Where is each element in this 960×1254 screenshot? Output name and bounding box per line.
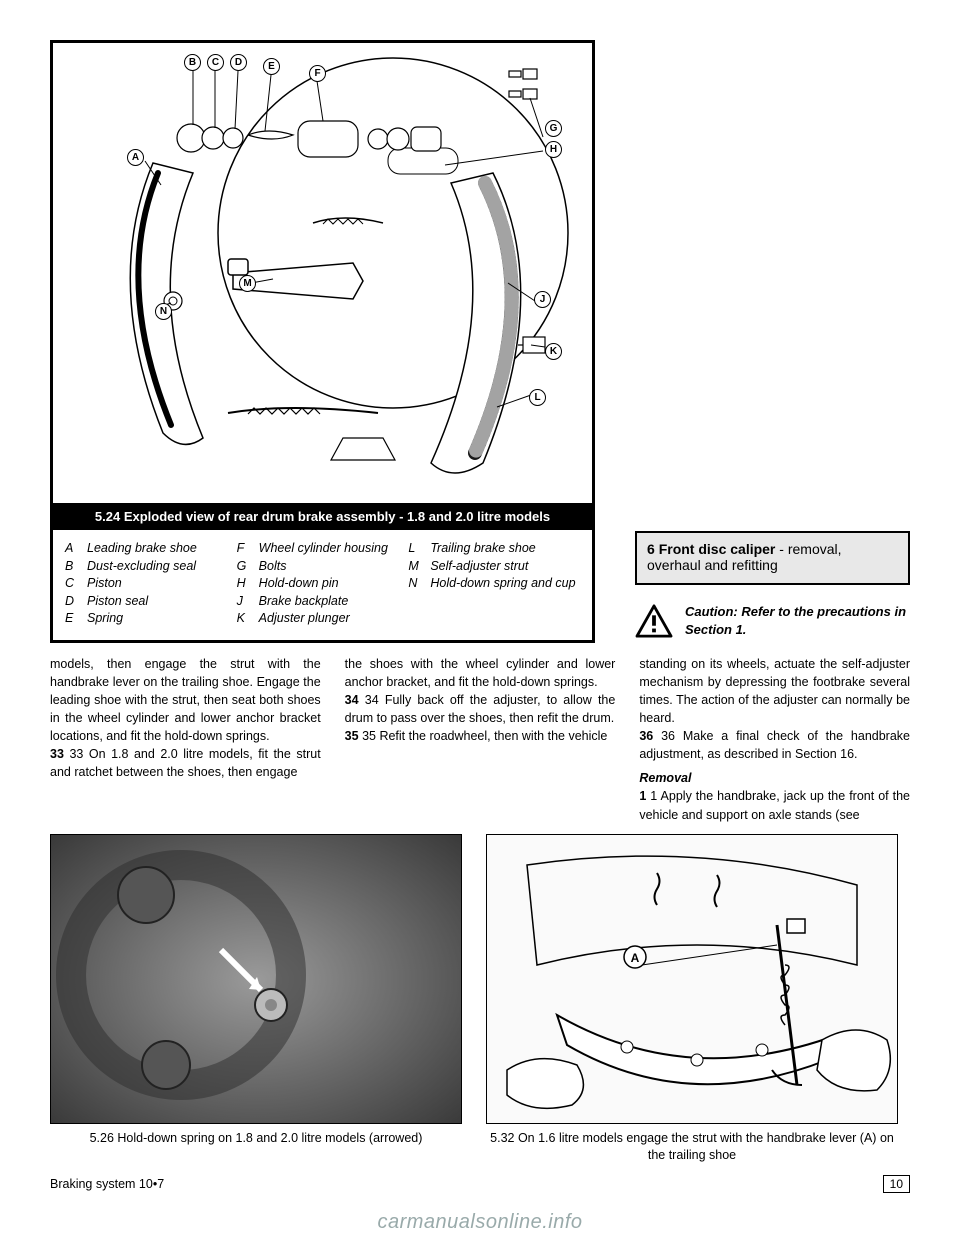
- legend-row: BDust-excluding seal: [65, 558, 237, 576]
- legend-row: DPiston seal: [65, 593, 237, 611]
- page-ref-box: 10: [883, 1175, 910, 1193]
- legend-row: FWheel cylinder housing: [237, 540, 409, 558]
- legend-letter: F: [237, 540, 259, 558]
- legend-row: KAdjuster plunger: [237, 610, 409, 628]
- legend-row: MSelf-adjuster strut: [408, 558, 580, 576]
- exploded-diagram: A BCDE F GH J K L M N: [53, 43, 592, 503]
- legend-letter: H: [237, 575, 259, 593]
- diagram-label-h: H: [545, 141, 562, 158]
- body-text-span: 35 Refit the roadwheel, then with the ve…: [362, 729, 607, 743]
- diagram-label-m: M: [239, 275, 256, 292]
- diagram-label-j: J: [534, 291, 551, 308]
- legend-row: LTrailing brake shoe: [408, 540, 580, 558]
- figure-caption: 5.24 Exploded view of rear drum brake as…: [53, 503, 592, 530]
- page: ABCDEFGHJKLMN 5.24 Exploded view of rear…: [0, 0, 960, 1254]
- warning-triangle-icon: [635, 604, 673, 638]
- body-text-span: 34 Fully back off the adjuster, to allow…: [345, 693, 616, 725]
- body-text: models, then engage the strut with the h…: [50, 655, 321, 746]
- body-text: 36 36 Make a final check of the handbrak…: [639, 727, 910, 763]
- legend-letter: C: [65, 575, 87, 593]
- legend-letter: J: [237, 593, 259, 611]
- legend-text: Bolts: [259, 558, 287, 576]
- legend-letter: G: [237, 558, 259, 576]
- section-title: Front disc caliper: [659, 541, 776, 557]
- photo-5-26: [50, 834, 462, 1124]
- right-column: 6 Front disc caliper - removal, overhaul…: [635, 40, 910, 643]
- body-text: 33 33 On 1.8 and 2.0 litre models, fit t…: [50, 745, 321, 781]
- col-2: the shoes with the wheel cylinder and lo…: [345, 655, 616, 824]
- photo-5-26-caption: 5.26 Hold-down spring on 1.8 and 2.0 lit…: [50, 1124, 462, 1147]
- legend-letter: M: [408, 558, 430, 576]
- photo-row: 5.26 Hold-down spring on 1.8 and 2.0 lit…: [50, 834, 910, 1164]
- legend-letter: B: [65, 558, 87, 576]
- photo-5-26-block: 5.26 Hold-down spring on 1.8 and 2.0 lit…: [50, 834, 462, 1164]
- body-text: 35 35 Refit the roadwheel, then with the…: [345, 727, 616, 745]
- diagram-label-a: A: [127, 149, 144, 166]
- section-number: 6: [647, 541, 655, 557]
- body-text: the shoes with the wheel cylinder and lo…: [345, 655, 616, 691]
- legend-letter: A: [65, 540, 87, 558]
- section-6-header: 6 Front disc caliper - removal, overhaul…: [635, 531, 910, 585]
- legend-letter: L: [408, 540, 430, 558]
- page-title: Braking system 10•7: [50, 1177, 164, 1191]
- svg-text:A: A: [631, 951, 640, 965]
- body-text-span: 1 Apply the handbrake, jack up the front…: [639, 789, 910, 821]
- legend-row: GBolts: [237, 558, 409, 576]
- legend-text: Dust-excluding seal: [87, 558, 196, 576]
- legend-row: ESpring: [65, 610, 237, 628]
- top-row: ABCDEFGHJKLMN 5.24 Exploded view of rear…: [50, 40, 910, 643]
- watermark: carmanualsonline.info: [50, 1211, 910, 1234]
- legend-row: JBrake backplate: [237, 593, 409, 611]
- legend-text: Piston: [87, 575, 122, 593]
- legend-letter: E: [65, 610, 87, 628]
- legend-letter: K: [237, 610, 259, 628]
- legend-text: Adjuster plunger: [259, 610, 350, 628]
- legend-text: Hold-down spring and cup: [430, 575, 575, 593]
- diagram-svg: [53, 43, 592, 503]
- body-columns: models, then engage the strut with the h…: [50, 655, 910, 824]
- legend-text: Self-adjuster strut: [430, 558, 528, 576]
- col-1: models, then engage the strut with the h…: [50, 655, 321, 824]
- body-text: 1 1 Apply the handbrake, jack up the fro…: [639, 787, 910, 823]
- diagram-label-b: B: [184, 54, 201, 71]
- caution-box: Caution: Refer to the precautions in Sec…: [635, 603, 910, 638]
- legend-letter: D: [65, 593, 87, 611]
- legend-text: Spring: [87, 610, 123, 628]
- diagram-label-g: G: [545, 120, 562, 137]
- diagram-label-l: L: [529, 389, 546, 406]
- body-text: standing on its wheels, actuate the self…: [639, 655, 910, 728]
- legend-text: Wheel cylinder housing: [259, 540, 388, 558]
- diagram-label-k: K: [545, 343, 562, 360]
- figure-5-24: ABCDEFGHJKLMN 5.24 Exploded view of rear…: [50, 40, 595, 643]
- legend-text: Brake backplate: [259, 593, 349, 611]
- legend-text: Leading brake shoe: [87, 540, 197, 558]
- removal-header: Removal: [639, 771, 691, 785]
- diagram-label-f: F: [309, 65, 326, 82]
- page-footer: Braking system 10•7 10: [50, 1175, 910, 1193]
- legend-text: Piston seal: [87, 593, 148, 611]
- legend-text: Trailing brake shoe: [430, 540, 535, 558]
- diagram-label-d: D: [230, 54, 247, 71]
- legend-row: NHold-down spring and cup: [408, 575, 580, 593]
- body-text: 34 34 Fully back off the adjuster, to al…: [345, 691, 616, 727]
- photo-5-26-svg: [51, 835, 462, 1124]
- diagram-label-n: N: [155, 303, 172, 320]
- figure-legend: ALeading brake shoeBDust-excluding sealC…: [53, 530, 592, 640]
- photo-5-32-caption: 5.32 On 1.6 litre models engage the stru…: [486, 1124, 898, 1164]
- photo-5-32-block: A 5.32 On 1.6 litre models engage the st…: [486, 834, 898, 1164]
- legend-row: HHold-down pin: [237, 575, 409, 593]
- legend-letter: N: [408, 575, 430, 593]
- caution-text: Caution: Refer to the precautions in Sec…: [685, 603, 910, 638]
- body-text-span: 36 Make a final check of the handbrake a…: [639, 729, 910, 761]
- body-text-span: 33 On 1.8 and 2.0 litre models, fit the …: [50, 747, 321, 779]
- photo-5-32-svg: A: [487, 835, 898, 1124]
- diagram-label-e: E: [263, 58, 280, 75]
- legend-text: Hold-down pin: [259, 575, 339, 593]
- photo-5-32: A: [486, 834, 898, 1124]
- legend-row: CPiston: [65, 575, 237, 593]
- diagram-label-c: C: [207, 54, 224, 71]
- legend-row: ALeading brake shoe: [65, 540, 237, 558]
- col-3: standing on its wheels, actuate the self…: [639, 655, 910, 824]
